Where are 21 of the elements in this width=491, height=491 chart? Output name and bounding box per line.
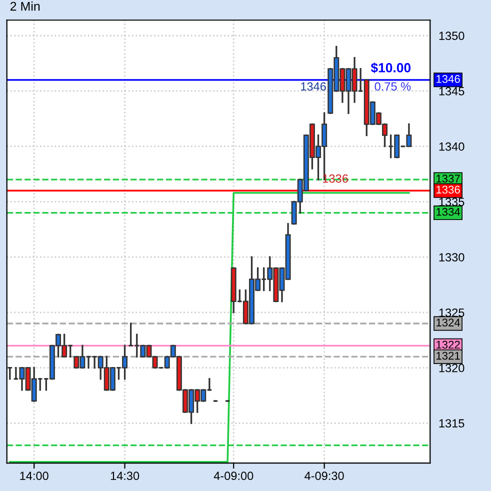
- chart-title: 2 Min: [10, 2, 40, 11]
- y-tick-label: 1330: [439, 253, 464, 262]
- y-tick-label: 1350: [439, 32, 464, 40]
- ref-line-label: 1322: [436, 340, 460, 349]
- y-tick-label: 1340: [439, 142, 464, 151]
- y-tick-label: 1345: [439, 87, 464, 96]
- ref-line-label: 1337: [436, 174, 460, 183]
- ref-line-label: 1346: [436, 75, 460, 83]
- annotation: 0.75 %: [374, 82, 411, 91]
- x-tick-label: 4-09:30: [304, 472, 344, 480]
- ref-line-label: 1321: [436, 352, 460, 360]
- annotation: 1346: [301, 82, 326, 91]
- ref-line-label: 1336: [436, 186, 460, 194]
- x-tick-label: 4-09:00: [214, 472, 254, 480]
- annotation: $10.00: [370, 62, 411, 74]
- y-tick-label: 1320: [439, 364, 464, 372]
- x-tick-label: 14:00: [20, 472, 48, 480]
- x-tick-label: 14:30: [110, 472, 140, 480]
- y-tick-label: 1315: [439, 419, 464, 428]
- ref-line-label: 1324: [436, 318, 460, 326]
- ref-line-label: 1334: [436, 208, 460, 216]
